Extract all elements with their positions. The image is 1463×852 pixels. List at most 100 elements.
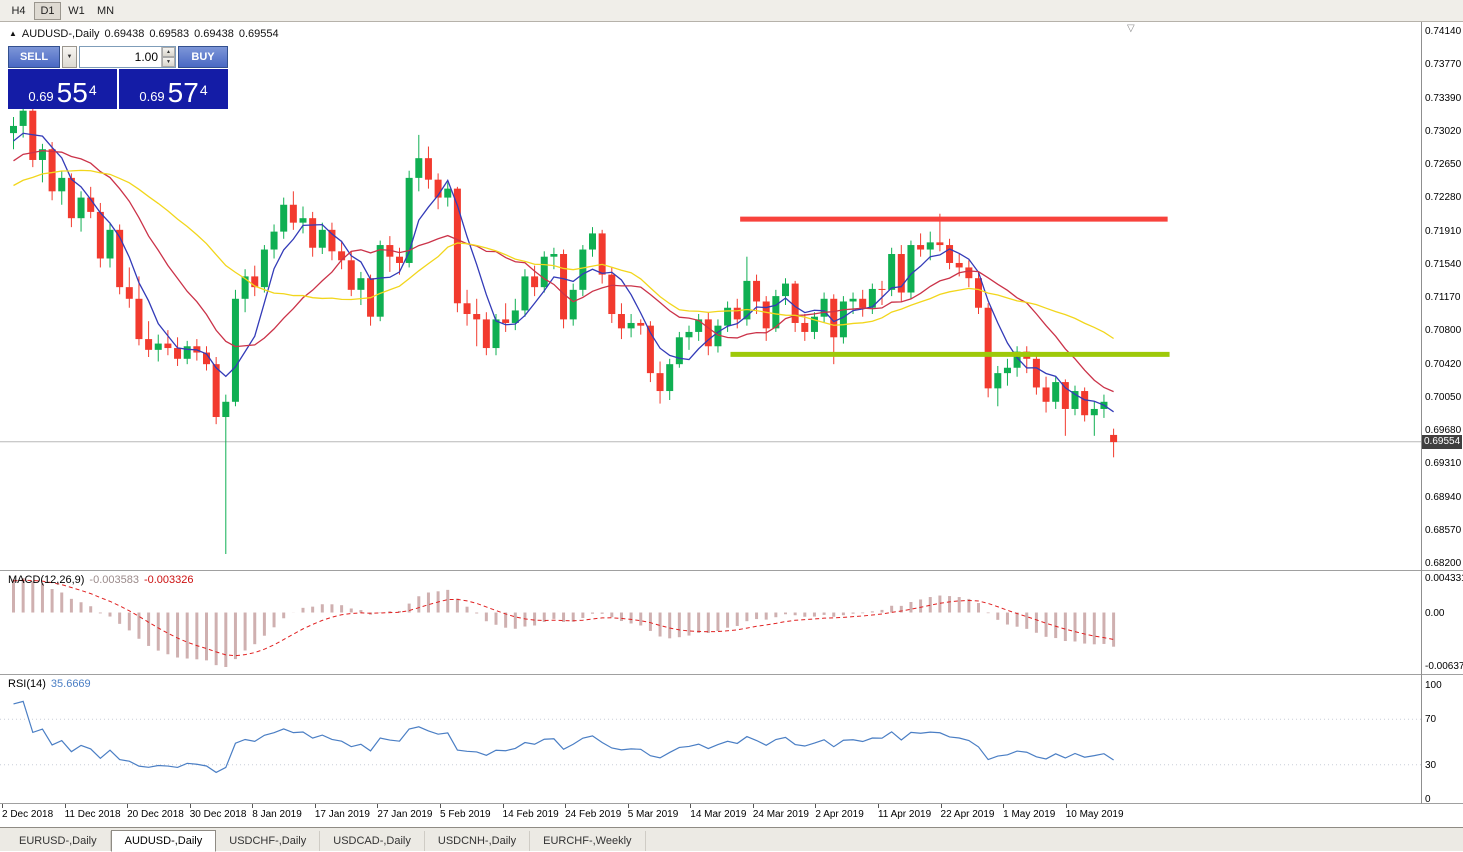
ohlc-close: 0.69554 [238, 28, 279, 40]
macd-value-signal: -0.003326 [143, 574, 194, 586]
volume-input[interactable] [80, 47, 161, 67]
volume-field[interactable]: ▲ ▼ [79, 46, 176, 68]
price-axis-separator [1421, 22, 1422, 804]
date-axis[interactable]: 2 Dec 2018 11 Dec 2018 20 Dec 2018 30 Dec 2… [0, 804, 1421, 826]
date-axis-label: 2 Dec 2018 [2, 809, 54, 820]
date-axis-tick [502, 804, 504, 808]
date-axis-label: 10 May 2019 [1065, 809, 1124, 820]
date-axis-tick [2, 804, 3, 808]
tab-eurusd-daily[interactable]: EURUSD-,Daily [6, 831, 111, 851]
moving-average-line-5 [13, 132, 1114, 413]
price-axis-label: 0.73390 [1425, 92, 1462, 104]
rsi-axis-label: 70 [1425, 714, 1437, 726]
volume-stepper[interactable]: ▲ ▼ [161, 47, 175, 67]
date-axis-label: 8 Jan 2019 [252, 809, 302, 820]
panel-separator[interactable] [0, 570, 1463, 571]
date-axis-label: 24 Feb 2019 [565, 809, 622, 820]
date-axis-tick [690, 804, 692, 808]
rsi-axis-label: 100 [1425, 680, 1442, 691]
date-axis-tick [815, 804, 817, 808]
timeframe-toolbar[interactable]: H4 D1 W1 MN [0, 0, 1463, 22]
buy-price-pipette: 4 [199, 82, 208, 98]
moving-average-line-13 [13, 149, 1114, 393]
price-axis[interactable]: 0.69554 0.74140 0.73770 0.73390 0.73020 0.72… [1422, 22, 1463, 805]
moving-average-line-24 [13, 169, 1114, 340]
date-axis-label: 24 Mar 2019 [752, 809, 809, 820]
sell-price-prefix: 0.69 [28, 89, 54, 104]
tab-audusd-daily[interactable]: AUDUSD-,Daily [110, 830, 217, 852]
date-axis-tick [439, 804, 441, 808]
buy-price-big: 57 [167, 77, 199, 108]
volume-dropdown-button[interactable]: ▼ [62, 46, 77, 68]
price-axis-label: 0.68200 [1425, 558, 1462, 569]
date-axis-label: 1 May 2019 [1003, 809, 1056, 820]
date-axis-tick [565, 804, 567, 808]
date-axis-label: 20 Dec 2018 [127, 809, 184, 820]
date-axis-label: 2 Apr 2019 [815, 809, 864, 820]
ohlc-low: 0.69438 [194, 28, 234, 40]
timeframe-button-d1[interactable]: D1 [34, 1, 61, 20]
symbol-tab-bar[interactable]: EURUSD-,Daily AUDUSD-,Daily USDCHF-,Daily U… [0, 827, 1463, 852]
price-axis-label: 0.68940 [1425, 491, 1462, 503]
chart-shift-marker-icon[interactable]: ▽ [1127, 23, 1135, 34]
tab-usdcad-daily[interactable]: USDCAD-,Daily [320, 831, 425, 851]
date-axis-tick [252, 804, 254, 808]
price-axis-label: 0.71170 [1425, 292, 1461, 303]
tab-usdcnh-daily[interactable]: USDCNH-,Daily [425, 831, 531, 851]
macd-signal-line [13, 579, 1114, 657]
date-axis-tick [1065, 804, 1067, 808]
date-axis-label: 11 Apr 2019 [877, 809, 932, 820]
price-axis-label: 0.74140 [1425, 26, 1462, 37]
macd-histogram [12, 578, 1116, 667]
macd-chart-canvas[interactable] [0, 571, 1421, 674]
sell-price-pipette: 4 [88, 82, 97, 98]
rsi-label: RSI(14) [8, 678, 46, 690]
rsi-value: 35.6669 [50, 678, 91, 690]
price-chart-canvas[interactable] [0, 22, 1421, 570]
current-price-tag: 0.69554 [1422, 434, 1463, 449]
timeframe-button-w1[interactable]: W1 [63, 2, 90, 20]
date-axis-tick [314, 804, 316, 808]
macd-label: MACD(12,26,9) [8, 574, 85, 586]
candles-layer [10, 104, 1118, 555]
timeframe-button-h4[interactable]: H4 [5, 2, 32, 20]
date-axis-tick [64, 804, 66, 808]
timeframe-button-mn[interactable]: MN [92, 2, 119, 20]
rsi-header: RSI(14) 35.6669 [8, 678, 96, 690]
sell-price-display[interactable]: 0.69 55 4 [8, 69, 117, 109]
price-axis-label: 0.71540 [1425, 258, 1462, 270]
date-axis-label: 5 Mar 2019 [627, 809, 679, 820]
date-axis-tick [1003, 804, 1005, 808]
panel-separator [0, 803, 1463, 804]
tab-eurchf-weekly[interactable]: EURCHF-,Weekly [530, 831, 646, 851]
date-axis-label: 5 Feb 2019 [439, 809, 491, 820]
price-axis-label: 0.73770 [1425, 59, 1462, 71]
price-axis-label: 0.70050 [1425, 391, 1462, 403]
price-axis-label: 0.69680 [1425, 425, 1462, 436]
panel-separator[interactable] [0, 674, 1463, 675]
macd-header: MACD(12,26,9) -0.003583 -0.003326 [8, 574, 199, 586]
volume-stepper-down[interactable]: ▼ [162, 57, 175, 67]
buy-price-display[interactable]: 0.69 57 4 [119, 69, 228, 109]
volume-stepper-up[interactable]: ▲ [162, 47, 175, 57]
buy-button[interactable]: BUY [178, 46, 228, 68]
rsi-axis-label: 30 [1425, 759, 1437, 771]
date-axis-tick [752, 804, 754, 808]
rsi-chart-canvas[interactable] [0, 675, 1421, 803]
date-axis-label: 11 Dec 2018 [64, 809, 121, 820]
date-axis-label: 30 Dec 2018 [189, 809, 247, 820]
sell-button[interactable]: SELL [8, 46, 60, 68]
date-axis-tick [189, 804, 191, 808]
chart-header: ▲ AUDUSD-,Daily 0.69438 0.69583 0.69438 0.695… [9, 28, 284, 40]
macd-value-main: -0.003583 [89, 574, 139, 586]
macd-axis-max-label: 0.004331 [1425, 573, 1463, 584]
date-axis-label: 22 Apr 2019 [940, 809, 995, 820]
rsi-axis-label: 0 [1425, 794, 1431, 805]
price-axis-label: 0.70420 [1425, 358, 1462, 370]
sell-price-big: 55 [56, 77, 88, 108]
tab-usdchf-daily[interactable]: USDCHF-,Daily [216, 831, 321, 851]
price-axis-label: 0.69310 [1425, 458, 1462, 470]
macd-axis-zero-label: 0.00 [1425, 607, 1445, 619]
macd-axis-min-label: -0.006373 [1425, 661, 1463, 672]
one-click-trading-panel: SELL ▼ ▲ ▼ BUY 0.69 55 4 0.69 57 4 [8, 46, 228, 109]
